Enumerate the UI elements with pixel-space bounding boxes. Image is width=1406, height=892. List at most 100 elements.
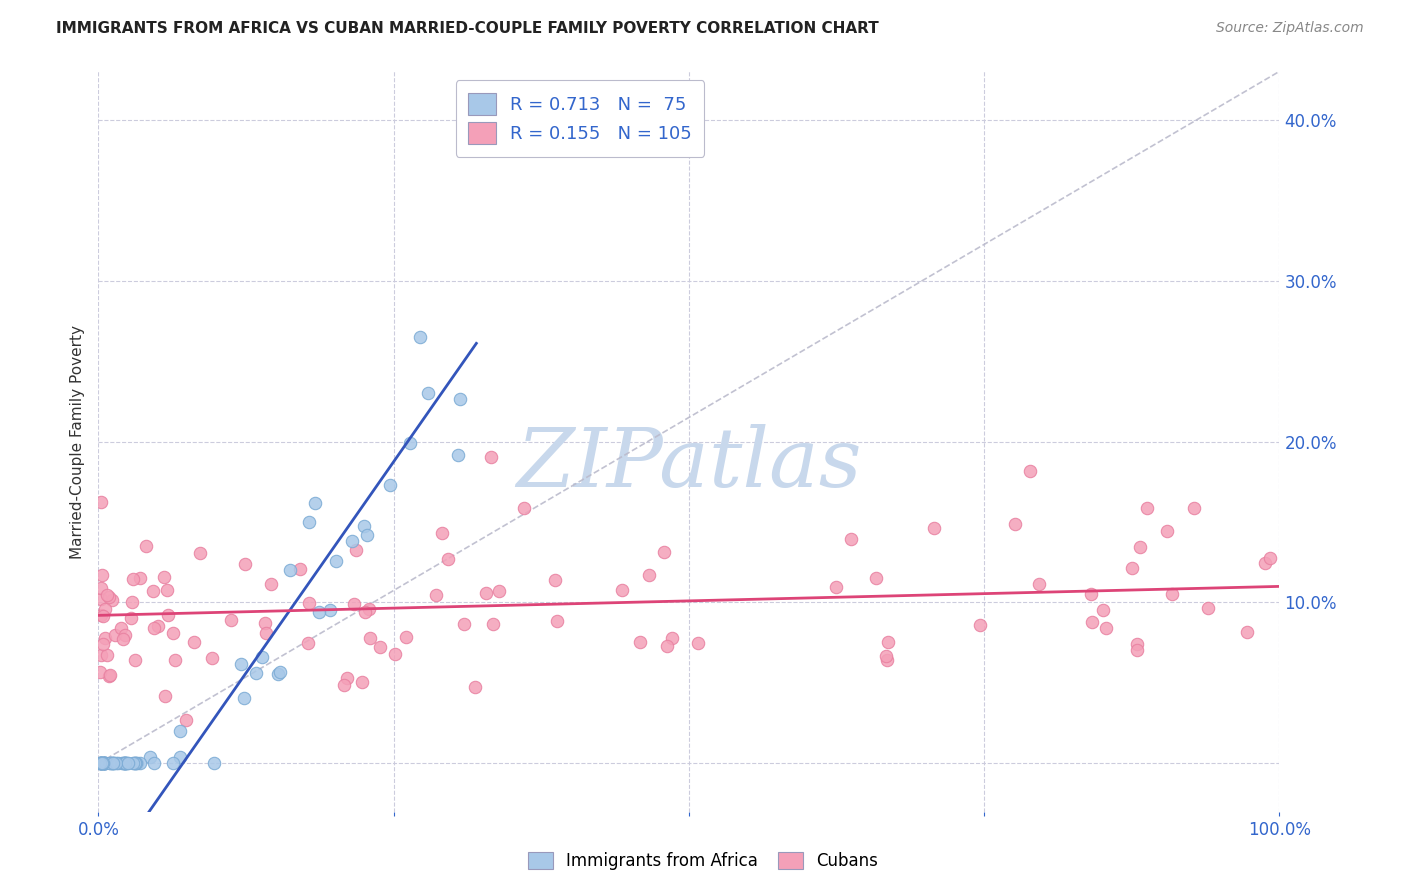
- Point: [114, 756, 136, 771]
- Point: [233, 690, 256, 705]
- Point: [111, 756, 134, 771]
- Point: [655, 639, 678, 653]
- Point: [165, 653, 187, 667]
- Point: [110, 621, 132, 635]
- Point: [174, 713, 197, 727]
- Point: [153, 689, 176, 703]
- Point: [1160, 587, 1182, 601]
- Point: [112, 756, 135, 771]
- Point: [297, 636, 319, 650]
- Point: [135, 539, 157, 553]
- Point: [488, 584, 510, 599]
- Point: [298, 516, 321, 530]
- Point: [298, 596, 321, 610]
- Point: [112, 756, 135, 771]
- Point: [231, 657, 253, 672]
- Point: [90, 581, 112, 595]
- Point: [188, 546, 211, 560]
- Point: [969, 618, 991, 632]
- Point: [93, 756, 115, 771]
- Point: [464, 680, 486, 694]
- Point: [340, 533, 363, 548]
- Point: [98, 668, 121, 682]
- Point: [98, 756, 121, 771]
- Point: [90, 495, 112, 509]
- Point: [368, 640, 391, 654]
- Point: [146, 619, 169, 633]
- Point: [1258, 550, 1281, 565]
- Point: [1254, 557, 1277, 571]
- Point: [104, 628, 127, 642]
- Point: [447, 448, 470, 462]
- Point: [245, 665, 267, 680]
- Point: [425, 589, 447, 603]
- Point: [124, 756, 146, 771]
- Point: [865, 571, 887, 585]
- Point: [267, 667, 290, 681]
- Point: [90, 648, 112, 663]
- Point: [124, 653, 146, 667]
- Point: [121, 595, 143, 609]
- Point: [89, 756, 111, 771]
- Point: [122, 756, 145, 771]
- Point: [90, 756, 112, 771]
- Point: [115, 756, 138, 771]
- Point: [122, 572, 145, 586]
- Point: [202, 756, 225, 771]
- Point: [93, 756, 115, 771]
- Point: [94, 601, 117, 615]
- Point: [1095, 621, 1118, 635]
- Point: [344, 542, 367, 557]
- Point: [124, 756, 146, 771]
- Point: [125, 756, 148, 771]
- Point: [93, 756, 115, 771]
- Point: [436, 552, 458, 566]
- Point: [353, 519, 375, 533]
- Point: [117, 756, 139, 771]
- Point: [1129, 540, 1152, 554]
- Point: [1004, 516, 1026, 531]
- Point: [304, 496, 326, 510]
- Point: [398, 436, 420, 450]
- Point: [142, 584, 165, 599]
- Point: [124, 756, 146, 771]
- Point: [90, 608, 112, 623]
- Point: [1081, 615, 1104, 630]
- Point: [97, 590, 120, 604]
- Text: ZIPatlas: ZIPatlas: [516, 424, 862, 504]
- Point: [93, 609, 115, 624]
- Point: [93, 756, 115, 771]
- Point: [96, 648, 118, 663]
- Point: [1092, 603, 1115, 617]
- Point: [336, 671, 359, 685]
- Point: [94, 632, 117, 646]
- Point: [513, 500, 536, 515]
- Point: [356, 528, 378, 542]
- Point: [260, 577, 283, 591]
- Point: [183, 635, 205, 649]
- Point: [153, 569, 176, 583]
- Legend: Immigrants from Africa, Cubans: Immigrants from Africa, Cubans: [522, 845, 884, 877]
- Point: [637, 568, 659, 582]
- Point: [115, 756, 138, 771]
- Point: [93, 756, 115, 771]
- Point: [169, 723, 191, 738]
- Point: [90, 756, 112, 771]
- Point: [1197, 601, 1219, 615]
- Point: [114, 628, 136, 642]
- Point: [91, 756, 114, 771]
- Point: [233, 558, 256, 572]
- Point: [120, 611, 142, 625]
- Point: [628, 635, 651, 649]
- Point: [474, 585, 496, 599]
- Point: [169, 750, 191, 764]
- Point: [544, 574, 567, 588]
- Point: [1080, 587, 1102, 601]
- Point: [112, 632, 135, 647]
- Point: [97, 669, 120, 683]
- Point: [922, 521, 945, 535]
- Point: [610, 582, 633, 597]
- Text: IMMIGRANTS FROM AFRICA VS CUBAN MARRIED-COUPLE FAMILY POVERTY CORRELATION CHART: IMMIGRANTS FROM AFRICA VS CUBAN MARRIED-…: [56, 21, 879, 36]
- Point: [482, 616, 505, 631]
- Point: [156, 583, 179, 598]
